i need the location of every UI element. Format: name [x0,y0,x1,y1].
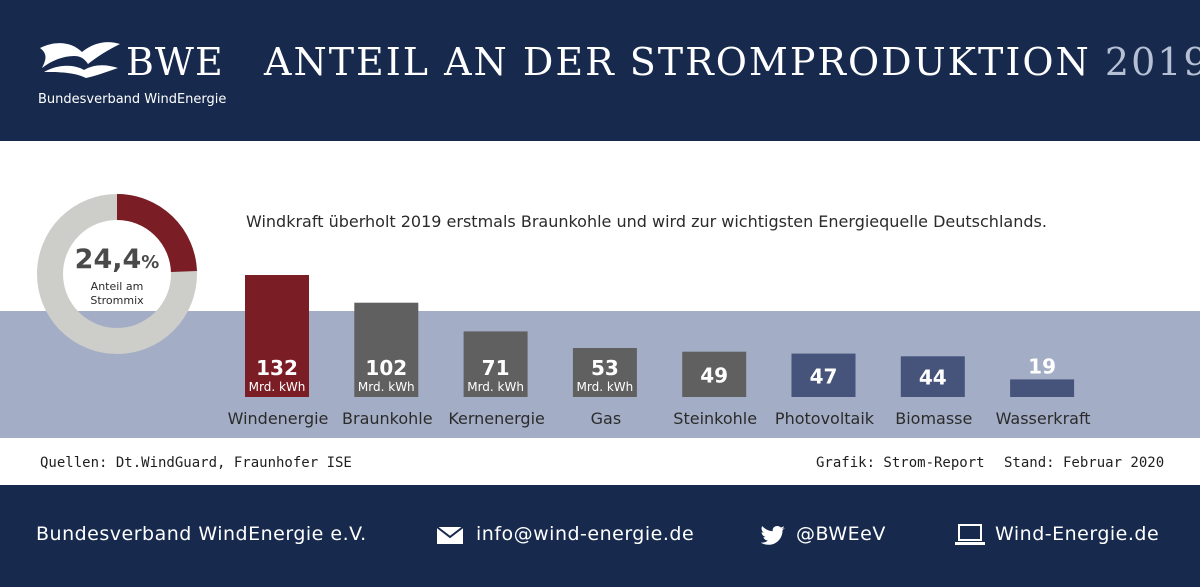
donut-wind-share-arc [116,194,197,273]
category-label-biomasse: Biomasse [895,409,972,428]
bar-value-kernenergie: 71 [482,356,510,380]
bar-windenergie [245,275,309,397]
donut-caption-line1: Anteil am [90,280,144,293]
bar-unit-gas: Mrd. kWh [577,380,634,394]
bar-value-braunkohle: 102 [365,356,407,380]
bar-value-steinkohle: 49 [700,363,728,387]
bwe-logo-subtitle: Bundesverband WindEnergie [38,92,227,107]
twitter-bird-icon [760,526,785,545]
bar-kernenergie [463,331,528,397]
chart-title: ANTEIL AN DER STROMPRODUKTION 2019 [264,40,1200,84]
donut-unit: % [141,252,160,273]
bar-unit-braunkohle: Mrd. kWh [358,380,415,394]
graphic-credit: Grafik: Strom-Report [816,455,985,471]
footer-org-name: Bundesverband WindEnergie e.V. [36,523,367,545]
bar-value-gas: 53 [591,356,619,380]
donut-value: 24,4 [74,244,142,275]
category-label-windenergie: Windenergie [228,409,329,428]
footer-website-link[interactable]: Wind-Energie.de [995,523,1160,545]
bar-value-biomasse: 44 [919,366,947,390]
bar-braunkohle [354,302,419,397]
bar-gas [572,348,637,397]
header-bar [0,0,1200,141]
bar-photovoltaik [791,353,856,397]
category-label-braunkohle: Braunkohle [342,409,433,428]
bar-value-photovoltaik: 47 [810,364,838,388]
category-label-photovoltaik: Photovoltaik [775,409,875,428]
footer-bar [0,485,1200,587]
bwe-wing-logo-icon [40,42,120,78]
bar-unit-kernenergie: Mrd. kWh [467,380,524,394]
category-label-kernenergie: Kernenergie [448,409,545,428]
bar-value-windenergie: 132 [256,356,298,380]
bwe-logo-text: BWE [126,40,224,84]
bar-steinkohle [682,351,747,397]
donut-caption-line2: Strommix [90,294,144,307]
category-label-gas: Gas [591,409,622,428]
bar-wasserkraft [1010,379,1075,397]
envelope-icon [436,526,464,544]
category-label-wasserkraft: Wasserkraft [996,409,1091,428]
lead-text: Windkraft überholt 2019 erstmals Braunko… [246,212,1047,231]
chart-title-year: 2019 [1104,40,1200,84]
bar-biomasse [900,356,965,397]
footer-twitter-link[interactable]: @BWEeV [796,523,886,545]
footer-email-link[interactable]: info@wind-energie.de [476,523,695,545]
donut-percentage: 24,4% [37,244,197,275]
date-note: Stand: Februar 2020 [1004,455,1165,471]
sources-note: Quellen: Dt.WindGuard, Fraunhofer ISE [40,455,352,471]
bar-unit-windenergie: Mrd. kWh [249,380,306,394]
laptop-icon [955,524,985,545]
category-label-steinkohle: Steinkohle [673,409,757,428]
share-donut-chart [37,194,197,354]
chart-title-main: ANTEIL AN DER STROMPRODUKTION [264,40,1091,84]
bar-value-wasserkraft: 19 [1028,354,1056,378]
donut-caption: Anteil am Strommix [37,280,197,308]
